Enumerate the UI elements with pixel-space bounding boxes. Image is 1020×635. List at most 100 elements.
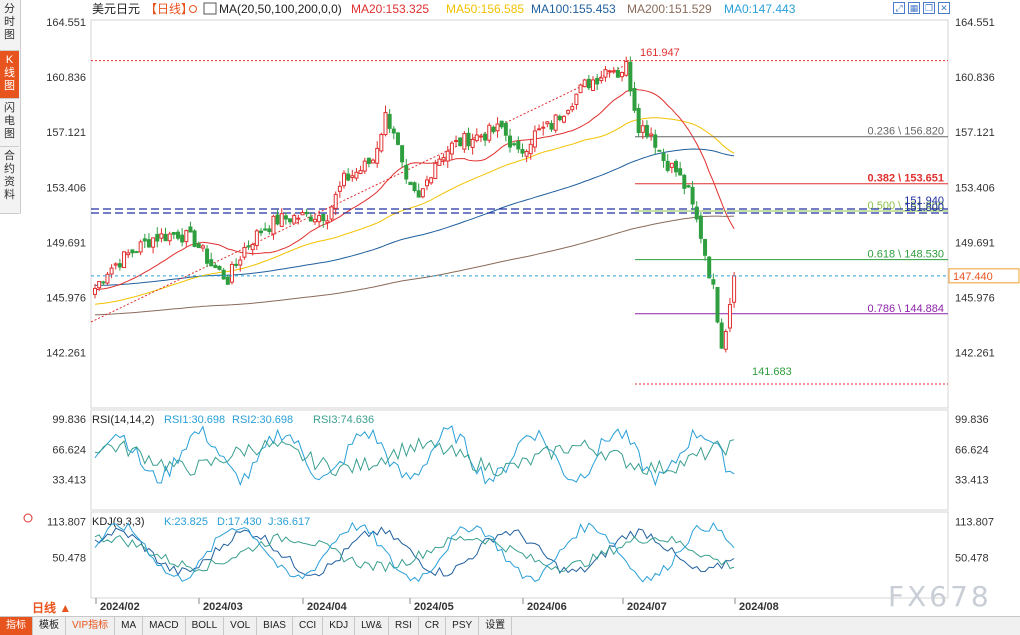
candle-body [321,213,326,222]
candle-body [142,238,147,242]
candle-body [404,164,409,180]
restore-icon[interactable]: ❐ [923,2,935,14]
fib-label-5: 0.786 \ 144.884 [868,303,944,315]
toolbar-btn-4[interactable]: MA [115,617,144,635]
candle-body [93,287,97,295]
price-tick-left: 142.261 [46,348,86,360]
toolbar-btn-14[interactable]: PSY [446,617,480,635]
date-label-6: 2024/07 [627,601,667,613]
price-tick-right: 153.406 [955,182,995,194]
price-tick-right: 149.691 [955,237,995,249]
support-label-2: 151.800 [904,202,944,214]
kdj-settings-icon [23,513,33,523]
price-tick-right: 145.976 [955,293,995,305]
rsi-title: RSI(14,14,2) [92,414,154,426]
candle-body [437,158,442,166]
candle-body [462,133,467,150]
candle-body [238,259,243,266]
candle-body [636,108,641,134]
toolbar-btn-2[interactable]: 模板 [33,617,66,635]
period-selector[interactable]: 日线 ▲ [0,600,89,616]
rsi-line-1 [94,425,735,487]
expand-icon[interactable]: ⤢ [893,2,905,14]
side-tab-4[interactable]: 合约资料 [0,147,19,214]
candle-body [250,243,255,251]
candle-body [246,245,251,248]
candle-body [674,160,678,173]
candle-body [620,72,625,78]
toolbar-btn-13[interactable]: CR [419,617,447,635]
fib-label-4: 0.618 \ 148.530 [868,249,944,261]
candle-body [611,70,616,73]
rsi-value-1: RSI1:30.698 [164,414,225,426]
grid-icon[interactable]: ▦ [908,2,920,14]
trend-line [90,61,633,323]
candle-body [366,157,371,164]
candle-body [578,84,583,94]
candle-body [346,173,351,181]
candle-body [167,233,172,242]
candle-body [512,143,517,146]
candle-body [520,149,525,154]
toolbar-btn-10[interactable]: KDJ [323,617,356,635]
ma-value-1: MA20:153.325 [351,2,429,16]
toolbar-btn-7[interactable]: VOL [224,617,258,635]
candle-body [317,215,322,223]
candlestick-chart[interactable]: 164.551 164.551 160.836 160.836 157.121 157.1… [0,0,1020,616]
toolbar-btn-12[interactable]: RSI [389,617,419,635]
candle-body [138,241,143,253]
candle-body [188,226,193,233]
rsi-tick-right: 99.836 [955,414,989,426]
candle-body [263,228,268,231]
candle-body [487,124,492,141]
high-label: 161.947 [640,47,680,59]
candle-body [653,134,658,148]
side-tab-1[interactable]: 分时图 [0,0,19,51]
candle-body [449,142,454,155]
side-tab-3[interactable]: 闪电图 [0,99,19,147]
rsi-value-2: RSI2:30.698 [232,414,293,426]
kdj-value-1: K:23.825 [164,516,208,528]
candle-body [553,114,558,131]
candle-body [412,182,417,191]
ma-value-5: MA0:147.443 [724,2,796,16]
toolbar-btn-6[interactable]: BOLL [186,617,225,635]
toolbar-btn-11[interactable]: LW& [355,617,390,635]
kdj-line-3 [94,521,735,583]
kdj-tick-left: 113.807 [47,516,86,528]
candle-body [586,78,591,89]
rsi-tick-right: 33.413 [955,475,989,487]
candle-body [732,275,737,303]
ma-line-4 [94,88,735,291]
toolbar-btn-1[interactable]: 指标 [0,617,33,635]
kdj-value-3: J:36.617 [268,516,310,528]
close-icon[interactable]: ✕ [938,2,950,14]
candle-body [516,141,521,150]
fib-label-2: 0.382 \ 153.651 [868,173,944,185]
toolbar-btn-5[interactable]: MACD [143,617,186,635]
candle-body [478,135,483,138]
candle-body [690,186,695,205]
toolbar-btn-3[interactable]: VIP指标 [66,617,116,635]
candle-body [644,125,649,137]
candle-body [117,263,122,268]
fib-label-1: 0.236 \ 156.820 [868,126,944,138]
candle-body [271,215,276,235]
kdj-value-2: D:17.430 [217,516,262,528]
candle-body [371,159,376,164]
candle-body [694,206,699,220]
toolbar-btn-9[interactable]: CCI [293,617,324,635]
toolbar-btn-15[interactable]: 设置 [479,617,513,635]
candle-body [719,322,724,349]
main-panel [90,19,949,409]
toolbar-btn-8[interactable]: BIAS [257,617,293,635]
rsi-line-2 [94,437,735,477]
price-tick-right: 164.551 [955,17,995,29]
symbol-title: 美元日元 [92,2,140,16]
price-tick-left: 153.406 [46,182,86,194]
rsi-panel [90,409,949,511]
last-price-label: 147.440 [953,271,993,283]
candle-body [570,106,575,111]
candle-body [491,126,496,133]
